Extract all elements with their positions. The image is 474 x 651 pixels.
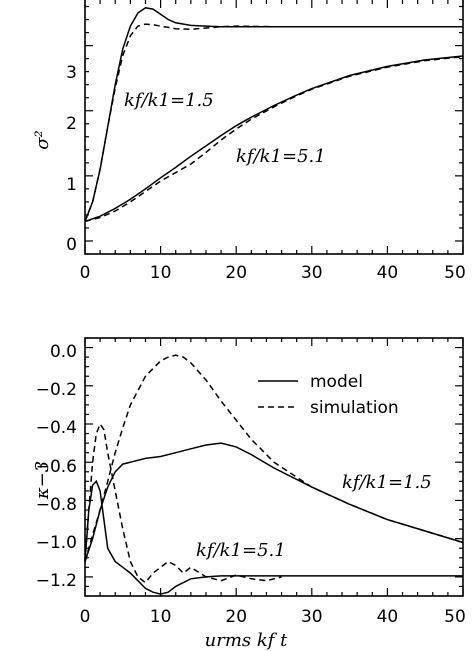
bottom-xtick-label: 0	[80, 607, 91, 627]
top-ticks	[84, 0, 464, 255]
top-panel: 0 10 20 30 40 50 0 1 2 3 σ² kf/k1=1.5 kf…	[32, 0, 466, 283]
series-line-3	[84, 479, 463, 595]
bottom-xtick-label: 40	[377, 607, 399, 627]
top-ytick-label: 0	[66, 235, 77, 255]
bottom-ytick-label: −0.8	[36, 495, 77, 515]
series-line-3	[84, 55, 464, 223]
bottom-xtick-label: 10	[150, 607, 172, 627]
series-line-4	[84, 55, 464, 223]
legend: model simulation	[258, 372, 399, 418]
top-xtick-label: 20	[225, 263, 247, 283]
bottom-xlabel: urms kf t	[205, 630, 289, 651]
top-annotation-2: kf/k1=5.1	[236, 146, 326, 167]
bottom-ylabel: κ−3	[32, 461, 53, 500]
top-xtick-labels: 0 10 20 30 40 50	[80, 263, 466, 283]
top-xtick-label: 40	[377, 263, 399, 283]
bottom-ytick-labels: 0.0 −0.2 −0.4 −0.6 −0.8 −1.0 −1.2	[36, 342, 77, 591]
series-line-2	[84, 23, 463, 222]
top-annotation-1: kf/k1=1.5	[124, 90, 214, 111]
top-xtick-label: 10	[150, 263, 172, 283]
bottom-xtick-labels: 0 10 20 30 40 50	[80, 607, 466, 627]
bottom-ytick-label: 0.0	[50, 342, 77, 362]
bottom-ytick-label: −0.2	[36, 380, 77, 400]
series-line-2	[84, 354, 464, 562]
top-ytick-labels: 0 1 2 3	[66, 63, 77, 255]
series-line-4	[84, 422, 282, 584]
bottom-ytick-label: −0.4	[36, 418, 77, 438]
bottom-annotation-2: kf/k1=5.1	[196, 540, 286, 561]
bottom-ytick-label: −1.0	[36, 533, 77, 553]
bottom-annotation-1: kf/k1=1.5	[342, 472, 432, 493]
top-ytick-label: 1	[66, 175, 77, 195]
top-ytick-label: 3	[66, 63, 77, 83]
top-xtick-label: 0	[80, 263, 91, 283]
legend-label-simulation: simulation	[310, 398, 399, 418]
top-xtick-label: 50	[444, 263, 466, 283]
legend-label-model: model	[310, 372, 363, 392]
bottom-curves	[84, 354, 464, 595]
bottom-xtick-label: 30	[301, 607, 323, 627]
bottom-ytick-label: −1.2	[36, 571, 77, 591]
bottom-plot-frame	[84, 337, 464, 597]
top-plot-frame	[84, 0, 464, 255]
bottom-xtick-label: 20	[225, 607, 247, 627]
bottom-panel: 0 10 20 30 40 50 0.0 −0.2 −0.4 −0.6 −0.8…	[32, 337, 466, 651]
series-line-1	[84, 7, 463, 222]
top-ylabel: σ²	[32, 130, 53, 150]
bottom-ytick-label: −0.6	[36, 457, 77, 477]
top-curves	[84, 7, 464, 223]
top-ytick-label: 2	[66, 114, 77, 134]
top-xtick-label: 30	[301, 263, 323, 283]
bottom-ticks	[84, 337, 464, 597]
bottom-xtick-label: 50	[444, 607, 466, 627]
